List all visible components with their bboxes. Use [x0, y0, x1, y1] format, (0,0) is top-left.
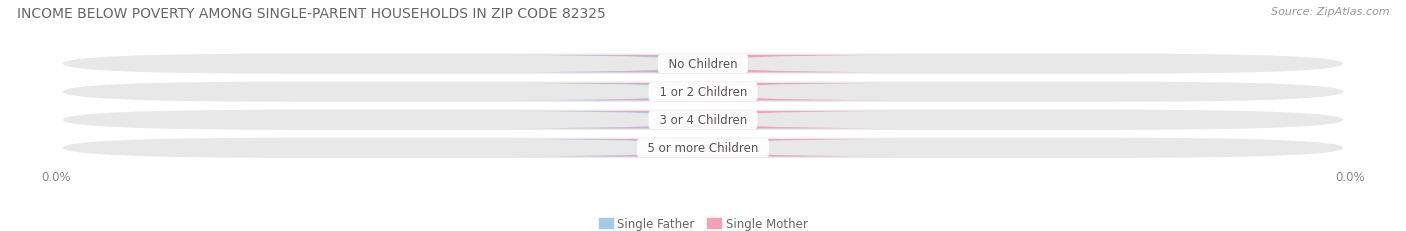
FancyBboxPatch shape — [505, 84, 865, 101]
Text: 0.0%: 0.0% — [671, 143, 700, 153]
Text: No Children: No Children — [661, 58, 745, 71]
Text: 0.0%: 0.0% — [706, 115, 735, 125]
Text: Source: ZipAtlas.com: Source: ZipAtlas.com — [1271, 7, 1389, 17]
FancyBboxPatch shape — [63, 54, 1343, 74]
Text: INCOME BELOW POVERTY AMONG SINGLE-PARENT HOUSEHOLDS IN ZIP CODE 82325: INCOME BELOW POVERTY AMONG SINGLE-PARENT… — [17, 7, 606, 21]
Text: 1 or 2 Children: 1 or 2 Children — [651, 86, 755, 99]
Text: 0.0%: 0.0% — [706, 59, 735, 69]
FancyBboxPatch shape — [541, 56, 901, 73]
Text: 0.0%: 0.0% — [671, 115, 700, 125]
FancyBboxPatch shape — [541, 84, 901, 101]
FancyBboxPatch shape — [63, 82, 1343, 102]
FancyBboxPatch shape — [505, 56, 865, 73]
FancyBboxPatch shape — [505, 112, 865, 129]
Text: 0.0%: 0.0% — [671, 87, 700, 97]
FancyBboxPatch shape — [63, 138, 1343, 158]
Text: 3 or 4 Children: 3 or 4 Children — [651, 114, 755, 127]
Text: 5 or more Children: 5 or more Children — [640, 142, 766, 155]
FancyBboxPatch shape — [63, 110, 1343, 130]
FancyBboxPatch shape — [541, 112, 901, 129]
Text: 0.0%: 0.0% — [706, 87, 735, 97]
Legend: Single Father, Single Mother: Single Father, Single Mother — [593, 213, 813, 231]
Text: 0.0%: 0.0% — [706, 143, 735, 153]
Text: 0.0%: 0.0% — [671, 59, 700, 69]
FancyBboxPatch shape — [541, 140, 901, 157]
FancyBboxPatch shape — [505, 140, 865, 157]
